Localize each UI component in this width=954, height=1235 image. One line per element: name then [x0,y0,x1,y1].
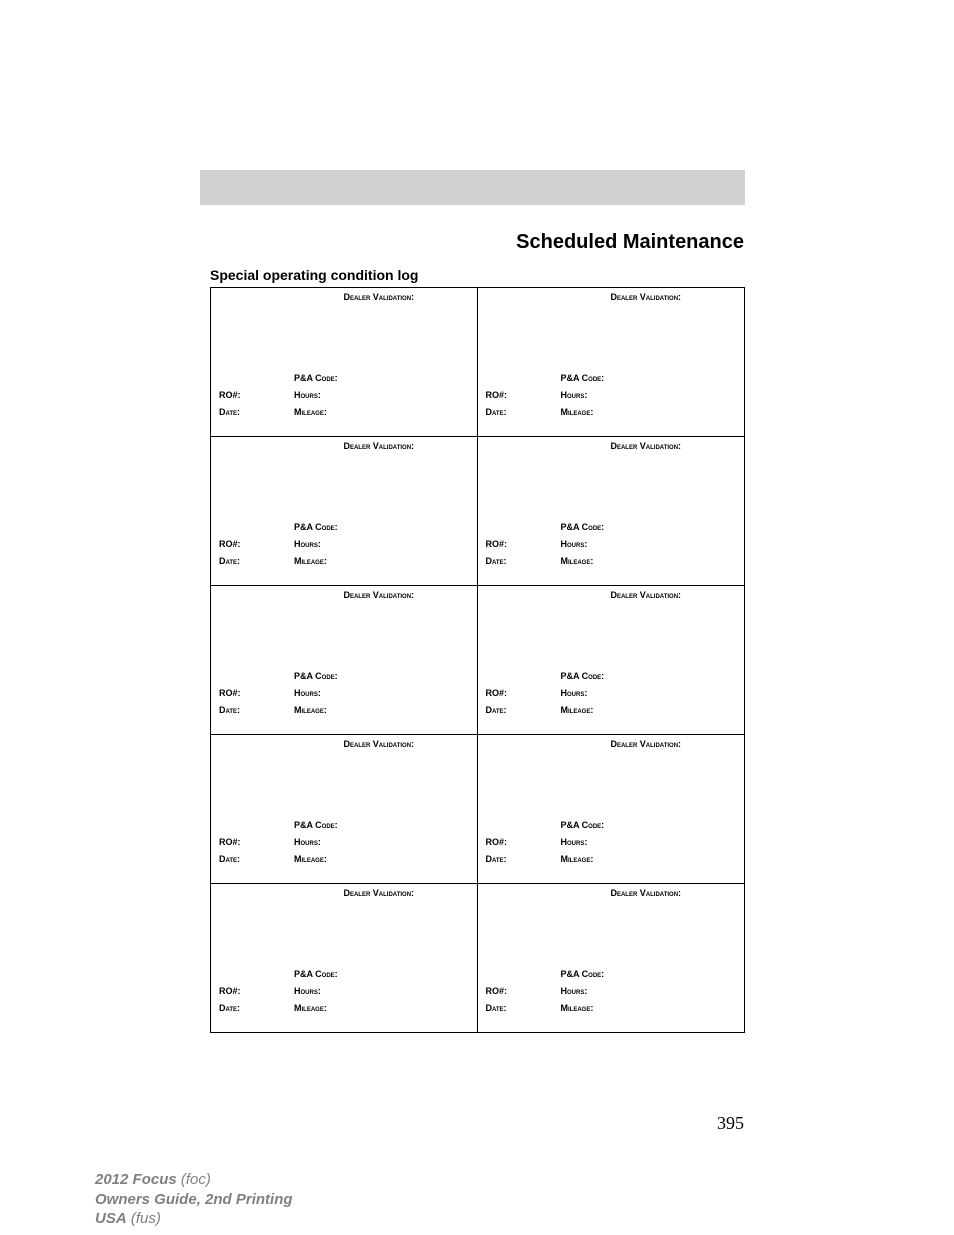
footer-model-code: (foc) [177,1171,211,1188]
ro-label: RO#: [219,983,294,1000]
mileage-label: Mileage: [294,553,327,570]
dealer-validation-label: Dealer Validation: [219,739,469,749]
pa-code-label: P&A Code: [561,966,605,983]
date-label: Date: [486,553,561,570]
ro-label: RO#: [486,685,561,702]
dealer-validation-label: Dealer Validation: [219,590,469,600]
date-label: Date: [486,702,561,719]
footer-model: 2012 Focus [95,1171,177,1188]
date-label: Date: [219,553,294,570]
dealer-validation-label: Dealer Validation: [486,739,737,749]
footer-guide: Owners Guide, 2nd Printing [95,1191,293,1208]
hours-label: Hours: [294,387,321,404]
date-label: Date: [486,404,561,421]
empty-left [486,370,561,387]
pa-code-label: P&A Code: [561,668,605,685]
dealer-validation-label: Dealer Validation: [486,888,737,898]
ro-label: RO#: [486,536,561,553]
mileage-label: Mileage: [294,404,327,421]
dealer-validation-label: Dealer Validation: [486,590,737,600]
log-cell: Dealer Validation: P&A Code:RO#:Hours:Dat… [478,586,745,734]
empty-left [486,966,561,983]
mileage-label: Mileage: [561,702,594,719]
pa-code-label: P&A Code: [294,519,338,536]
ro-label: RO#: [486,834,561,851]
log-row: Dealer Validation:P&A Code:RO#:Hours:Dat… [211,586,744,735]
pa-code-label: P&A Code: [561,519,605,536]
empty-left [219,668,294,685]
hours-label: Hours: [294,834,321,851]
hours-label: Hours: [561,685,588,702]
date-label: Date: [219,404,294,421]
dealer-validation-label: Dealer Validation: [219,888,469,898]
mileage-label: Mileage: [294,702,327,719]
hours-label: Hours: [561,387,588,404]
log-row: Dealer Validation:P&A Code:RO#:Hours:Dat… [211,437,744,586]
log-cell: Dealer Validation: P&A Code:RO#:Hours:Dat… [211,884,478,1032]
log-table: Dealer Validation:P&A Code:RO#:Hours:Dat… [210,287,745,1033]
date-label: Date: [219,851,294,868]
ro-label: RO#: [486,983,561,1000]
date-label: Date: [486,1000,561,1017]
footer-region-code: (fus) [127,1210,161,1227]
log-cell: Dealer Validation: P&A Code:RO#:Hours:Dat… [478,437,745,585]
dealer-validation-label: Dealer Validation: [219,441,469,451]
pa-code-label: P&A Code: [294,370,338,387]
pa-code-label: P&A Code: [561,817,605,834]
mileage-label: Mileage: [561,1000,594,1017]
empty-left [219,519,294,536]
log-cell: Dealer Validation: P&A Code:RO#:Hours:Dat… [478,884,745,1032]
hours-label: Hours: [294,536,321,553]
footer: 2012 Focus (foc) Owners Guide, 2nd Print… [95,1170,293,1229]
log-cell: Dealer Validation: P&A Code:RO#:Hours:Dat… [211,586,478,734]
mileage-label: Mileage: [561,851,594,868]
date-label: Date: [219,702,294,719]
ro-label: RO#: [219,387,294,404]
mileage-label: Mileage: [561,404,594,421]
empty-left [219,370,294,387]
log-cell: Dealer Validation: P&A Code:RO#:Hours:Dat… [478,288,745,436]
log-row: Dealer Validation:P&A Code:RO#:Hours:Dat… [211,884,744,1032]
dealer-validation-label: Dealer Validation: [486,441,737,451]
ro-label: RO#: [486,387,561,404]
header-grey-bar [200,170,745,205]
log-row: Dealer Validation:P&A Code:RO#:Hours:Dat… [211,288,744,437]
empty-left [486,519,561,536]
empty-left [486,817,561,834]
date-label: Date: [219,1000,294,1017]
hours-label: Hours: [561,983,588,1000]
page-number: 395 [717,1113,744,1134]
log-row: Dealer Validation:P&A Code:RO#:Hours:Dat… [211,735,744,884]
pa-code-label: P&A Code: [294,966,338,983]
empty-left [486,668,561,685]
pa-code-label: P&A Code: [561,370,605,387]
log-cell: Dealer Validation: P&A Code:RO#:Hours:Dat… [211,735,478,883]
subsection-title: Special operating condition log [210,267,418,283]
date-label: Date: [486,851,561,868]
hours-label: Hours: [294,685,321,702]
hours-label: Hours: [294,983,321,1000]
dealer-validation-label: Dealer Validation: [219,292,469,302]
log-cell: Dealer Validation: P&A Code:RO#:Hours:Dat… [211,437,478,585]
mileage-label: Mileage: [294,1000,327,1017]
mileage-label: Mileage: [294,851,327,868]
ro-label: RO#: [219,536,294,553]
footer-region: USA [95,1210,127,1227]
log-cell: Dealer Validation: P&A Code:RO#:Hours:Dat… [478,735,745,883]
pa-code-label: P&A Code: [294,668,338,685]
dealer-validation-label: Dealer Validation: [486,292,737,302]
hours-label: Hours: [561,536,588,553]
ro-label: RO#: [219,685,294,702]
pa-code-label: P&A Code: [294,817,338,834]
log-cell: Dealer Validation: P&A Code:RO#:Hours:Dat… [211,288,478,436]
empty-left [219,966,294,983]
section-title: Scheduled Maintenance [516,231,744,254]
ro-label: RO#: [219,834,294,851]
empty-left [219,817,294,834]
hours-label: Hours: [561,834,588,851]
mileage-label: Mileage: [561,553,594,570]
